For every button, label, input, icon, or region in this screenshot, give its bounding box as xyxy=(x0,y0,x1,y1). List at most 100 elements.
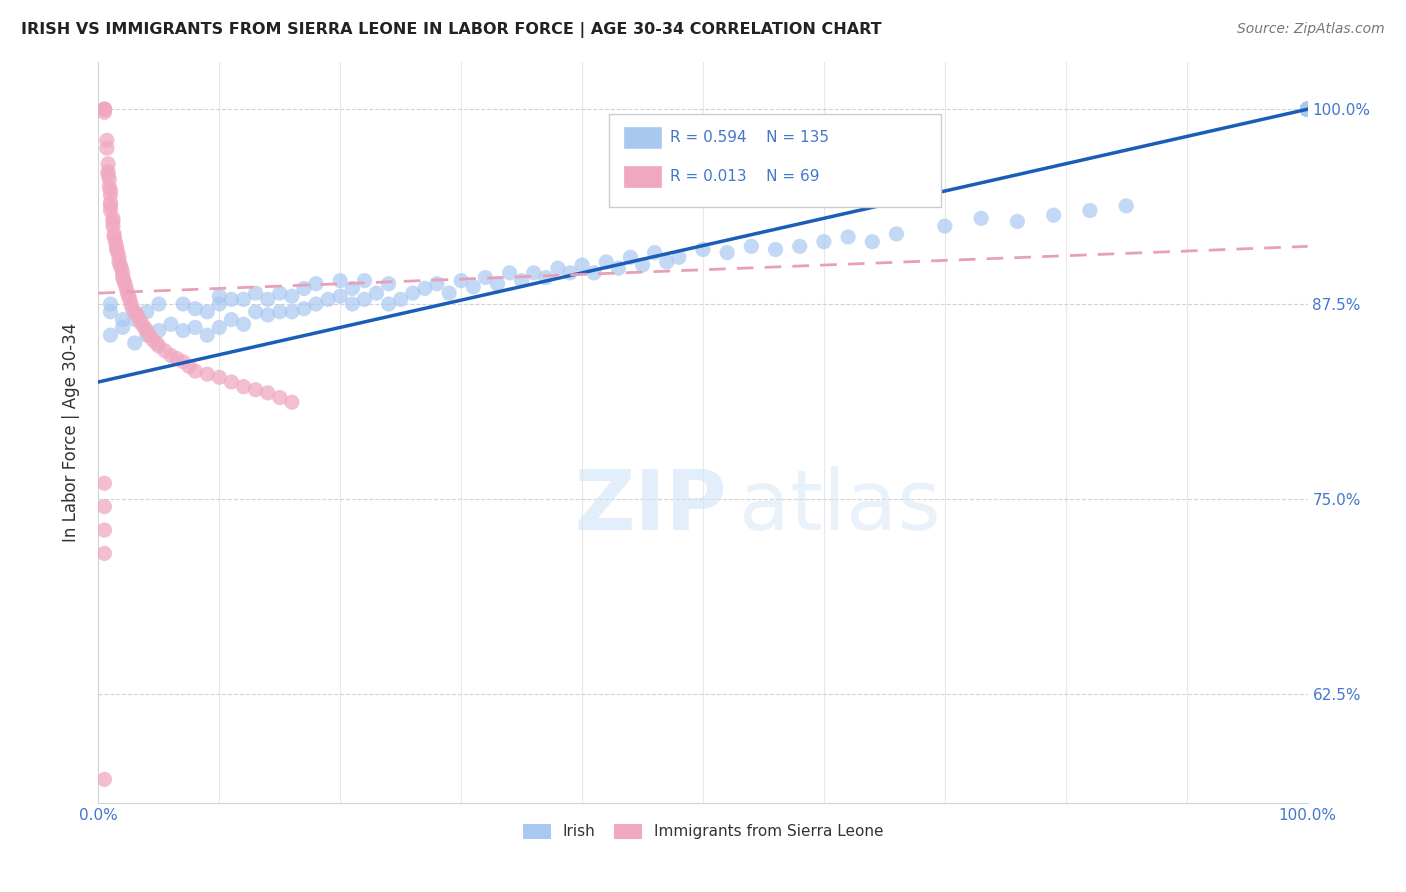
Point xyxy=(1296,102,1319,116)
Point xyxy=(93,102,115,116)
Point xyxy=(93,772,115,787)
Point xyxy=(221,293,243,307)
Point xyxy=(172,324,194,338)
Point xyxy=(245,305,267,319)
Point xyxy=(148,324,170,338)
Point xyxy=(107,245,129,260)
Point xyxy=(108,250,131,264)
Point xyxy=(1296,102,1319,116)
Point xyxy=(377,297,399,311)
Point xyxy=(1296,102,1319,116)
Point xyxy=(692,243,714,257)
Point xyxy=(934,219,956,233)
Point xyxy=(1296,102,1319,116)
Point xyxy=(184,364,207,378)
Point xyxy=(184,301,207,316)
Point xyxy=(172,354,194,368)
Point xyxy=(124,336,146,351)
Point xyxy=(127,308,149,322)
Point xyxy=(1296,102,1319,116)
Legend: Irish, Immigrants from Sierra Leone: Irish, Immigrants from Sierra Leone xyxy=(516,816,890,847)
Point xyxy=(111,270,134,285)
Point xyxy=(1296,102,1319,116)
Point xyxy=(100,195,122,210)
Point xyxy=(269,391,291,405)
Point xyxy=(117,286,139,301)
Point xyxy=(134,320,156,334)
Point xyxy=(124,312,146,326)
Point xyxy=(1296,102,1319,116)
Point xyxy=(1296,102,1319,116)
Point xyxy=(1296,102,1319,116)
Point xyxy=(558,266,581,280)
Point xyxy=(100,328,122,343)
Point xyxy=(583,266,606,280)
Point xyxy=(97,157,120,171)
Point xyxy=(1296,102,1319,116)
Point xyxy=(105,243,128,257)
Point xyxy=(269,305,291,319)
Point xyxy=(413,281,436,295)
Point xyxy=(1296,102,1319,116)
Point xyxy=(118,289,141,303)
Point xyxy=(1296,102,1319,116)
Point xyxy=(1296,102,1319,116)
Point xyxy=(124,305,146,319)
Point xyxy=(232,379,254,393)
Point xyxy=(221,312,243,326)
Point xyxy=(426,277,449,291)
Point xyxy=(1296,102,1319,116)
Point xyxy=(100,305,122,319)
Point xyxy=(789,239,811,253)
Point xyxy=(353,274,375,288)
Point xyxy=(740,239,762,253)
Point xyxy=(402,286,425,301)
Point xyxy=(1296,102,1319,116)
Point xyxy=(1296,102,1319,116)
Point xyxy=(208,370,231,384)
Point xyxy=(329,289,352,303)
Point xyxy=(142,333,165,347)
Point xyxy=(108,258,131,272)
Point xyxy=(256,293,278,307)
Point xyxy=(510,274,533,288)
Point xyxy=(1296,102,1319,116)
Point xyxy=(1007,214,1029,228)
Point xyxy=(1296,102,1319,116)
Point xyxy=(103,230,125,244)
Point xyxy=(463,280,485,294)
Point xyxy=(245,383,267,397)
Text: R = 0.013    N = 69: R = 0.013 N = 69 xyxy=(671,169,820,184)
Point xyxy=(108,255,131,269)
Point xyxy=(1296,102,1319,116)
Point xyxy=(886,227,908,241)
Point xyxy=(1296,102,1319,116)
Point xyxy=(195,328,218,343)
Point xyxy=(644,245,666,260)
Point xyxy=(96,141,118,155)
Text: atlas: atlas xyxy=(740,467,941,547)
Point xyxy=(104,235,127,249)
Point xyxy=(1042,208,1064,222)
Point xyxy=(145,336,167,351)
Point xyxy=(1296,102,1319,116)
Point xyxy=(245,286,267,301)
Point xyxy=(1296,102,1319,116)
Point xyxy=(498,266,520,280)
Point xyxy=(121,301,143,316)
Point xyxy=(195,367,218,381)
Point xyxy=(366,286,388,301)
Point xyxy=(98,172,121,186)
Text: ZIP: ZIP xyxy=(575,467,727,547)
Point xyxy=(607,261,630,276)
Point xyxy=(1296,102,1319,116)
Point xyxy=(101,214,124,228)
Point xyxy=(110,261,132,276)
Point xyxy=(329,274,352,288)
Point xyxy=(305,297,328,311)
Point xyxy=(281,395,304,409)
Point xyxy=(1296,102,1319,116)
Point xyxy=(93,546,115,560)
Point xyxy=(1296,102,1319,116)
Point xyxy=(1296,102,1319,116)
